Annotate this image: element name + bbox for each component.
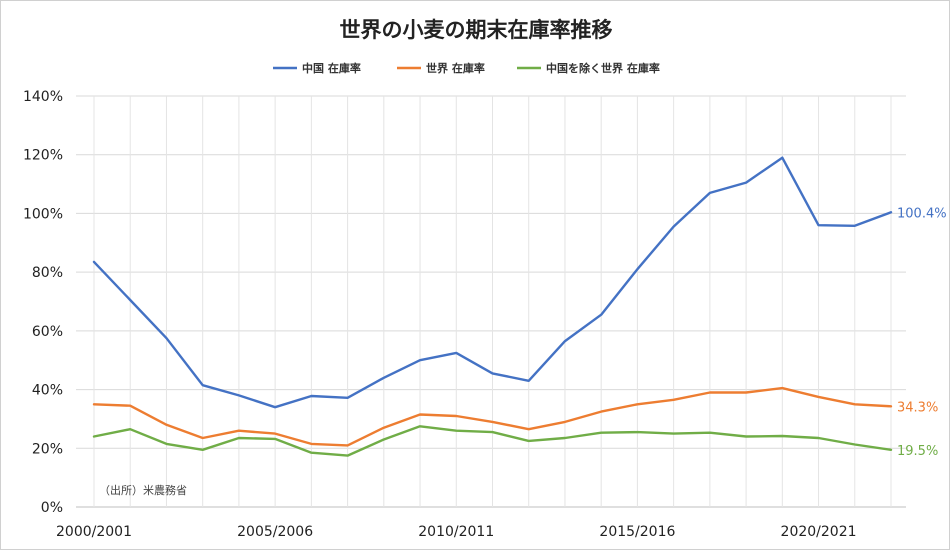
x-tick-label: 2000/2001 (56, 524, 132, 540)
end-value-label: 100.4% (897, 206, 947, 221)
y-tick-label: 100% (23, 206, 63, 222)
end-value-label: 34.3% (897, 400, 938, 415)
y-tick-label: 80% (32, 265, 63, 281)
x-tick-label: 2010/2011 (418, 524, 494, 540)
y-tick-label: 0% (41, 500, 63, 516)
end-value-label: 19.5% (897, 444, 938, 459)
chart-title: 世界の小麦の期末在庫率推移 (340, 18, 613, 42)
legend: 中国 在庫率 世界 在庫率 中国を除く世界 在庫率 (273, 61, 660, 75)
source-note: （出所）米農務省 (99, 483, 187, 497)
end-labels: 100.4% 34.3% 19.5% (897, 206, 947, 458)
y-tick-label: 40% (32, 383, 63, 399)
x-tick-label: 2020/2021 (781, 524, 857, 540)
y-tick-label: 20% (32, 441, 63, 457)
x-tick-label: 2005/2006 (237, 524, 313, 540)
x-tick-label: 2015/2016 (599, 524, 675, 540)
y-tick-label: 120% (23, 148, 63, 164)
y-tick-label: 140% (23, 89, 63, 105)
legend-label: 中国を除く世界 在庫率 (546, 61, 660, 75)
x-axis: 2000/2001 2005/2006 2010/2011 2015/2016 2020… (56, 524, 857, 540)
legend-label: 世界 在庫率 (426, 61, 485, 75)
y-axis: 0% 20% 40% 60% 80% 100% 120% 140% (23, 89, 63, 516)
legend-label: 中国 在庫率 (302, 61, 361, 75)
y-tick-label: 60% (32, 324, 63, 340)
